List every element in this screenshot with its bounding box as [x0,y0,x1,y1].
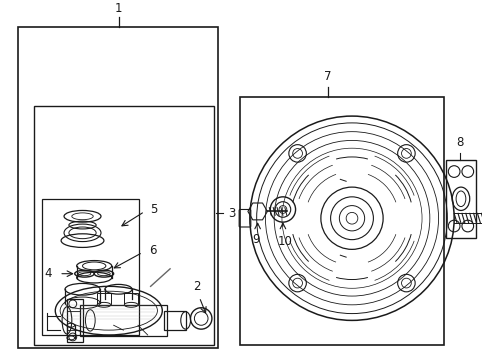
Text: 9: 9 [251,233,259,246]
Bar [34,106,213,345]
Text: 4: 4 [44,267,51,280]
Text: 2: 2 [193,280,201,293]
Bar [446,160,475,238]
Text: 5: 5 [150,203,158,216]
Text: 6: 6 [148,244,156,257]
Text: 1: 1 [115,2,122,15]
Text: 10: 10 [277,235,292,248]
Bar [18,27,217,348]
Bar [164,311,185,330]
Bar [67,299,82,342]
Bar [41,199,139,335]
Bar [97,293,110,305]
Bar [240,96,444,345]
Text: 3: 3 [228,207,235,220]
Bar [80,305,167,336]
Text: 7: 7 [323,70,331,83]
Text: 8: 8 [455,136,463,149]
Bar [124,293,138,305]
